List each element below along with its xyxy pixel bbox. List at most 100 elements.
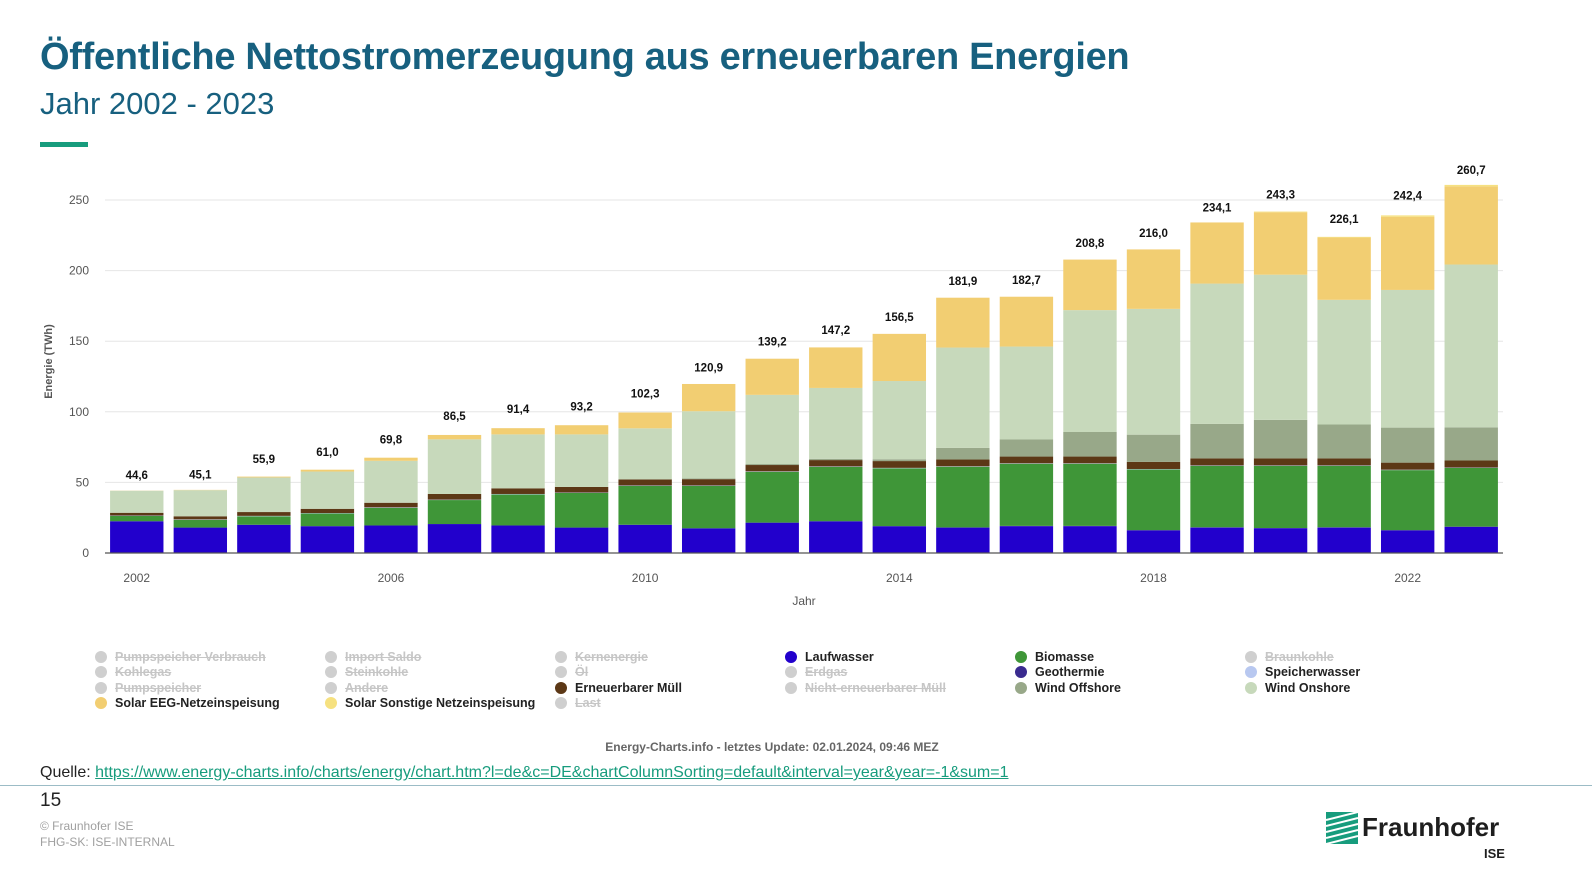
bar-segment-biomasse — [745, 471, 799, 523]
y-tick-label: 150 — [69, 334, 89, 348]
bar-segment-wind-offshore — [1380, 427, 1435, 463]
bar-total-label: 147,2 — [821, 325, 850, 337]
bar-total-label: 234,1 — [1203, 202, 1232, 214]
bar-segment-laufwasser — [745, 522, 799, 553]
logo-wordmark: Fraunhofer — [1362, 812, 1500, 842]
bar-segment-laufwasser — [618, 524, 672, 553]
bar-total-label: 45,1 — [189, 469, 212, 481]
bar-segment-wind-offshore — [936, 447, 990, 460]
legend-swatch-icon — [1245, 651, 1257, 663]
legend-item[interactable]: Speicherwasser — [1245, 664, 1360, 680]
chart-update-note: Energy-Charts.info - letztes Update: 02.… — [605, 740, 939, 754]
bar-segment-erneuerbarer-m-ll — [745, 465, 799, 472]
legend-item[interactable]: Geothermie — [1015, 664, 1104, 680]
y-tick-label: 200 — [69, 264, 89, 278]
bar-segment-biomasse — [1444, 468, 1498, 527]
legend-item[interactable]: Import Saldo — [325, 649, 421, 665]
legend-label: Braunkohle — [1265, 650, 1334, 664]
legend-item[interactable]: Andere — [325, 680, 388, 696]
bar-segment-biomasse — [1380, 470, 1435, 531]
bar-segment-laufwasser — [809, 521, 863, 553]
bar-segment-wind-onshore — [936, 347, 990, 448]
bar-segment-solar-eeg-netzeinspeisung — [300, 469, 355, 472]
bar-segment-erneuerbarer-m-ll — [1190, 458, 1244, 466]
page-number: 15 — [40, 790, 62, 811]
bar-segment-wind-onshore — [681, 411, 736, 479]
x-tick-label: 2002 — [123, 571, 150, 585]
legend-item[interactable]: Nicht-erneuerbarer Müll — [785, 680, 946, 696]
bar-segment-solar-eeg-netzeinspeisung — [999, 296, 1054, 347]
bar-segment-laufwasser — [554, 527, 609, 553]
bar-segment-wind-onshore — [237, 477, 291, 513]
legend-item[interactable]: Erdgas — [785, 664, 847, 680]
bar-segment-laufwasser — [237, 524, 291, 553]
bar-segment-wind-onshore — [364, 460, 418, 503]
bar-segment-biomasse — [999, 463, 1054, 526]
bar-segment-biomasse — [1190, 465, 1244, 528]
legend-swatch-icon — [785, 681, 797, 694]
legend-label: Nicht-erneuerbarer Müll — [805, 680, 947, 695]
legend-swatch-icon — [1245, 681, 1257, 694]
bar-segment-laufwasser — [936, 527, 990, 553]
legend-label: Kohlegas — [115, 665, 172, 680]
bar-total-label: 61,0 — [316, 447, 338, 459]
bar-segment-erneuerbarer-m-ll — [1317, 458, 1371, 466]
legend-swatch-icon — [95, 666, 107, 679]
bar-total-label: 208,8 — [1076, 238, 1105, 250]
legend-swatch-icon — [95, 696, 107, 709]
legend-swatch-icon — [555, 651, 567, 663]
legend-label: Import Saldo — [345, 650, 422, 664]
source-link[interactable]: https://www.energy-charts.info/charts/en… — [95, 764, 1009, 781]
legend-label: Biomasse — [1035, 650, 1095, 664]
bar-segment-wind-onshore — [745, 394, 799, 465]
legend-item[interactable]: Wind Offshore — [1015, 680, 1121, 696]
legend-item[interactable]: Solar Sonstige Netzeinspeisung — [325, 695, 535, 711]
bar-segment-solar-eeg-netzeinspeisung — [809, 347, 863, 388]
legend-swatch-icon — [555, 696, 567, 709]
y-tick-label: 50 — [76, 475, 90, 489]
slide-title: Öffentliche Nettostromerzeugung aus erne… — [40, 36, 1130, 78]
legend-item[interactable]: Öl — [555, 664, 588, 680]
bar-segment-solar-sonstige-netzeinspeisung — [1444, 184, 1498, 187]
legend-item[interactable]: Erneuerbarer Müll — [555, 680, 682, 696]
bar-segment-erneuerbarer-m-ll — [872, 461, 927, 468]
legend-item[interactable]: Kohlegas — [95, 664, 171, 680]
bar-total-label: 226,1 — [1330, 214, 1359, 226]
bar-segment-wind-offshore — [1126, 434, 1181, 462]
bar-segment-solar-eeg-netzeinspeisung — [1253, 212, 1308, 275]
bar-segment-solar-eeg-netzeinspeisung — [1380, 216, 1435, 290]
bar-segment-solar-sonstige-netzeinspeisung — [1253, 211, 1308, 213]
bar-segment-solar-eeg-netzeinspeisung — [1063, 259, 1117, 311]
legend-label: Steinkohle — [345, 665, 409, 680]
bar-segment-wind-offshore — [1444, 427, 1498, 461]
legend-item[interactable]: Kernenergie — [555, 649, 648, 665]
bar-total-label: 156,5 — [885, 312, 914, 324]
chart-axes: 0 50 100 150 200 250 Energie (TWh) 2002 2006 2010… — [43, 193, 1503, 608]
legend-item[interactable]: Braunkohle — [1245, 649, 1334, 665]
bar-segment-wind-onshore — [491, 434, 545, 489]
classification-text: FHG-SK: ISE-INTERNAL — [40, 835, 175, 849]
bar-segment-biomasse — [554, 492, 609, 528]
legend-item[interactable]: Pumpspeicher — [95, 680, 201, 696]
legend-item[interactable]: Wind Onshore — [1245, 680, 1350, 696]
x-tick-label: 2010 — [632, 571, 659, 585]
x-tick-label: 2018 — [1140, 571, 1167, 585]
legend-label: Last — [575, 695, 601, 710]
chart-legend: Pumpspeicher Verbrauch Kohlegas Pumpspeich… — [95, 650, 1515, 714]
legend-item[interactable]: Steinkohle — [325, 664, 408, 680]
legend-item[interactable]: Biomasse — [1015, 649, 1094, 665]
stacked-bar-chart: 0 50 100 150 200 250 Energie (TWh) 2002 2006 2010… — [43, 165, 1503, 608]
bar-segment-erneuerbarer-m-ll — [110, 512, 164, 516]
legend-item[interactable]: Last — [555, 695, 601, 711]
legend-label: Laufwasser — [805, 650, 874, 664]
bar-segment-biomasse — [173, 519, 228, 528]
legend-item[interactable]: Solar EEG-Netzeinspeisung — [95, 695, 280, 711]
legend-item[interactable]: Laufwasser — [785, 649, 874, 665]
bar-segment-wind-onshore — [1317, 299, 1371, 425]
bar-segment-erneuerbarer-m-ll — [936, 459, 990, 467]
bar-segment-wind-onshore — [872, 381, 927, 460]
fraunhofer-logo: Fraunhofer ISE — [1326, 810, 1516, 866]
bar-segment-wind-onshore — [1380, 289, 1435, 428]
bar-segment-wind-offshore — [1190, 423, 1244, 459]
legend-item[interactable]: Pumpspeicher Verbrauch — [95, 649, 266, 665]
